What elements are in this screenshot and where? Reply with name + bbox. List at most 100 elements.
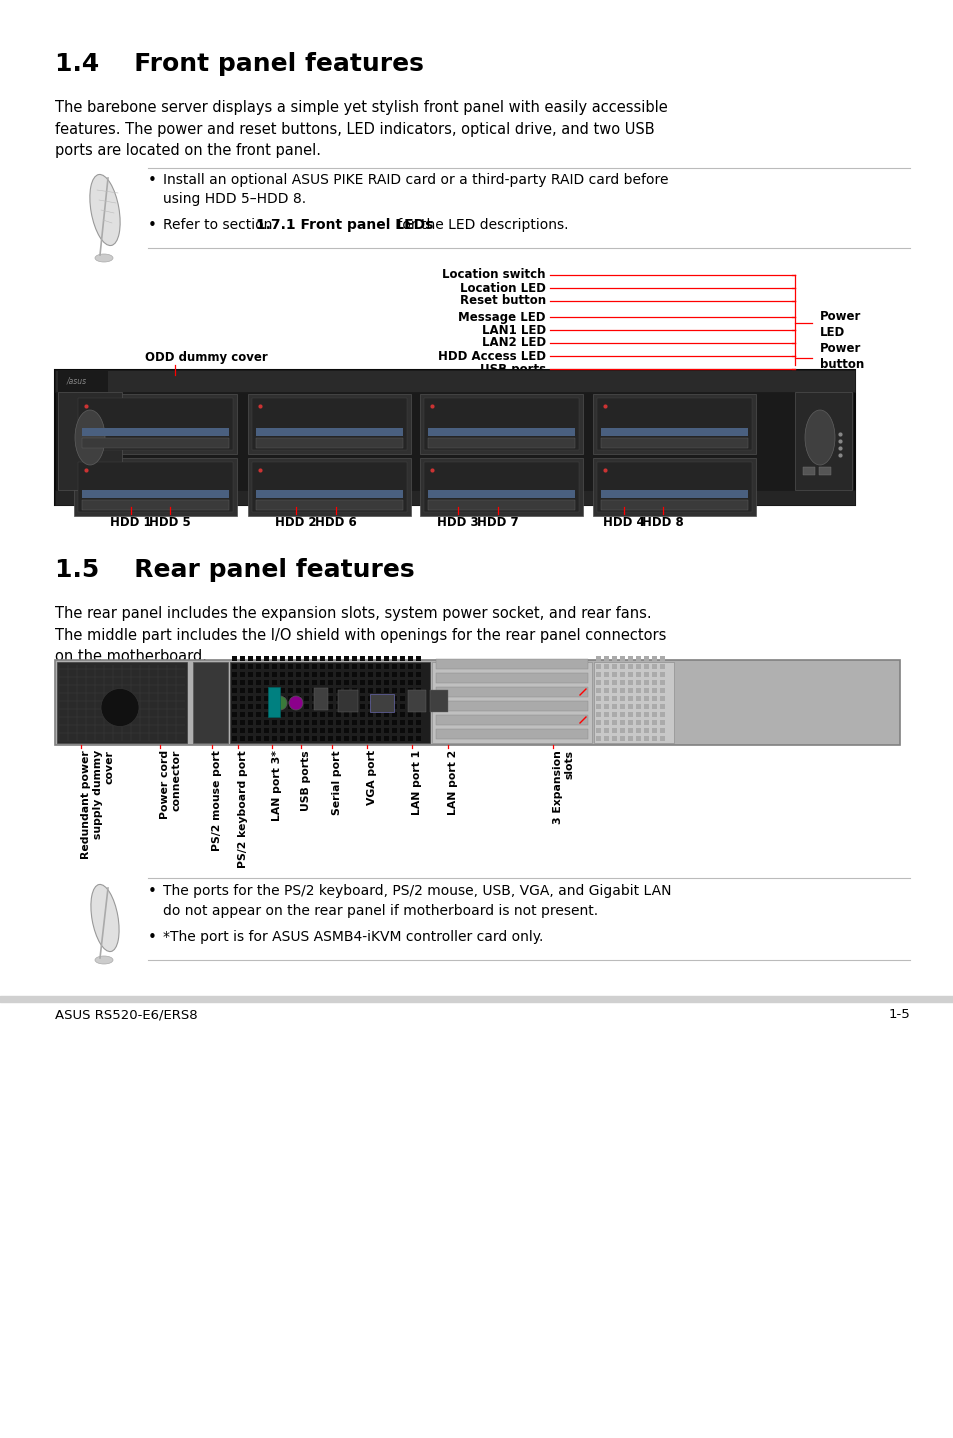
Bar bbox=[288, 705, 293, 709]
Text: Location LED: Location LED bbox=[459, 282, 545, 295]
Bar bbox=[359, 705, 365, 709]
Bar bbox=[423, 398, 578, 450]
Bar bbox=[328, 664, 333, 669]
Text: HDD 1: HDD 1 bbox=[110, 516, 152, 529]
Bar bbox=[304, 728, 309, 733]
Bar bbox=[375, 720, 380, 725]
Bar bbox=[399, 680, 405, 684]
Bar bbox=[392, 680, 396, 684]
Bar bbox=[603, 664, 608, 669]
Bar bbox=[312, 728, 316, 733]
Bar bbox=[428, 500, 575, 510]
Bar bbox=[359, 696, 365, 700]
Ellipse shape bbox=[90, 174, 120, 246]
Bar bbox=[312, 712, 316, 718]
Bar bbox=[304, 720, 309, 725]
Bar bbox=[600, 439, 747, 449]
Bar bbox=[643, 687, 648, 693]
Bar bbox=[295, 664, 301, 669]
Bar bbox=[264, 687, 269, 693]
Bar bbox=[280, 705, 285, 709]
Bar bbox=[659, 705, 664, 709]
Bar bbox=[328, 720, 333, 725]
Bar bbox=[651, 705, 657, 709]
Bar bbox=[240, 728, 245, 733]
Text: 1.4    Front panel features: 1.4 Front panel features bbox=[55, 52, 423, 76]
Text: HDD 3: HDD 3 bbox=[436, 516, 478, 529]
Ellipse shape bbox=[91, 884, 119, 952]
Bar bbox=[619, 696, 624, 700]
Text: •: • bbox=[148, 173, 156, 188]
Text: •: • bbox=[148, 219, 156, 233]
Bar bbox=[335, 656, 340, 661]
Bar bbox=[408, 712, 413, 718]
Bar bbox=[328, 656, 333, 661]
Bar bbox=[304, 705, 309, 709]
Bar bbox=[643, 664, 648, 669]
Bar bbox=[597, 398, 751, 450]
Bar bbox=[600, 500, 747, 510]
Bar bbox=[335, 712, 340, 718]
Bar bbox=[612, 672, 617, 677]
Bar bbox=[392, 728, 396, 733]
Bar bbox=[603, 687, 608, 693]
Bar bbox=[272, 720, 276, 725]
Bar bbox=[603, 712, 608, 718]
Bar bbox=[248, 705, 253, 709]
Bar bbox=[295, 728, 301, 733]
Bar bbox=[58, 370, 108, 393]
Bar bbox=[651, 672, 657, 677]
Bar bbox=[603, 696, 608, 700]
Bar bbox=[272, 712, 276, 718]
Bar bbox=[240, 672, 245, 677]
Bar bbox=[384, 672, 389, 677]
Bar bbox=[248, 712, 253, 718]
Bar bbox=[272, 664, 276, 669]
Bar bbox=[264, 664, 269, 669]
Bar bbox=[280, 720, 285, 725]
Bar bbox=[312, 736, 316, 741]
Bar bbox=[359, 656, 365, 661]
Bar bbox=[359, 664, 365, 669]
Bar bbox=[619, 656, 624, 661]
Bar bbox=[612, 696, 617, 700]
Text: HDD 4: HDD 4 bbox=[602, 516, 644, 529]
Bar bbox=[295, 672, 301, 677]
Bar bbox=[74, 394, 236, 454]
Bar bbox=[312, 656, 316, 661]
Bar bbox=[264, 728, 269, 733]
Bar bbox=[596, 705, 600, 709]
Bar bbox=[240, 696, 245, 700]
Bar bbox=[264, 696, 269, 700]
Bar bbox=[240, 720, 245, 725]
Bar bbox=[255, 656, 261, 661]
Ellipse shape bbox=[95, 255, 112, 262]
Bar bbox=[232, 712, 236, 718]
Bar bbox=[428, 490, 575, 498]
Bar bbox=[596, 736, 600, 741]
Bar bbox=[272, 696, 276, 700]
Bar bbox=[280, 728, 285, 733]
Text: HDD 5: HDD 5 bbox=[149, 516, 191, 529]
Text: 1.7.1 Front panel LEDs: 1.7.1 Front panel LEDs bbox=[256, 219, 434, 232]
Bar bbox=[627, 656, 633, 661]
Bar bbox=[352, 705, 356, 709]
Bar bbox=[593, 457, 755, 516]
Text: The barebone server displays a simple yet stylish front panel with easily access: The barebone server displays a simple ye… bbox=[55, 101, 667, 158]
Bar bbox=[240, 712, 245, 718]
Bar bbox=[659, 680, 664, 684]
Bar bbox=[392, 672, 396, 677]
Bar bbox=[651, 687, 657, 693]
Bar bbox=[272, 672, 276, 677]
Bar bbox=[399, 705, 405, 709]
Bar bbox=[295, 687, 301, 693]
Text: •: • bbox=[148, 884, 156, 899]
Bar bbox=[304, 656, 309, 661]
Bar bbox=[408, 687, 413, 693]
Bar bbox=[335, 664, 340, 669]
Text: HDD 2: HDD 2 bbox=[274, 516, 316, 529]
Bar bbox=[295, 696, 301, 700]
Text: for the LED descriptions.: for the LED descriptions. bbox=[393, 219, 568, 232]
Text: LAN1 LED: LAN1 LED bbox=[481, 324, 545, 336]
Bar bbox=[651, 680, 657, 684]
